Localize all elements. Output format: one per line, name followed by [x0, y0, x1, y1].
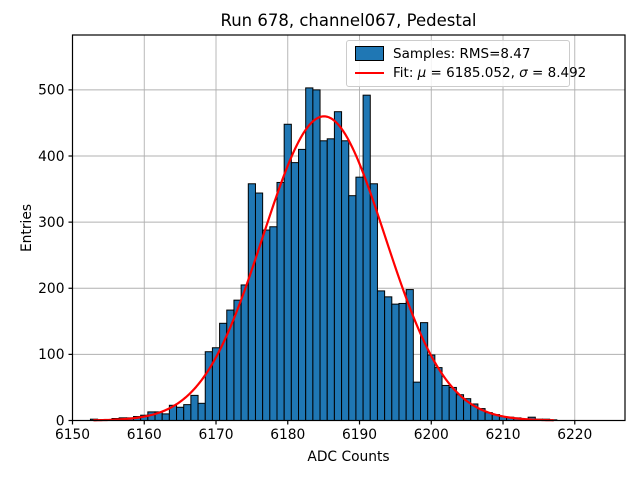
- histogram-bar: [197, 402, 206, 422]
- histogram-bar: [412, 381, 422, 422]
- legend-entry-samples: Samples: RMS=8.47: [355, 46, 561, 62]
- y-tick-label: 200: [38, 281, 64, 297]
- x-tick-label: 6180: [270, 427, 305, 443]
- y-tick-label: 300: [38, 215, 64, 231]
- y-tick-label: 0: [56, 413, 65, 429]
- histogram-bar: [204, 351, 213, 422]
- histogram-bar: [290, 162, 300, 421]
- legend-fit-mu-value: = 6185.052,: [426, 65, 520, 82]
- y-axis-label: Entries: [19, 203, 35, 253]
- legend-samples-handle: [355, 46, 384, 62]
- legend-fit-sigma-value: = 8.492: [527, 65, 587, 82]
- legend-fit-label: Fit: μ = 6185.052, σ = 8.492: [393, 65, 586, 81]
- x-axis-label: ADC Counts: [307, 449, 390, 465]
- histogram-bar: [269, 226, 278, 421]
- histogram-bar: [312, 89, 321, 421]
- histogram-bar: [247, 183, 256, 421]
- histogram-bar: [326, 138, 335, 421]
- histogram-bar: [161, 413, 170, 422]
- histogram-bar: [176, 406, 185, 421]
- x-tick-label: 6170: [198, 427, 233, 443]
- legend-entry-fit: Fit: μ = 6185.052, σ = 8.492: [355, 65, 586, 81]
- y-tick-label: 100: [38, 347, 64, 363]
- fit-curve: [92, 115, 555, 422]
- histogram-bar: [398, 302, 407, 421]
- mu-symbol: μ: [417, 65, 427, 82]
- legend-fit-handle: [355, 72, 384, 75]
- histogram-bar: [262, 229, 271, 421]
- histogram-bar: [441, 384, 450, 422]
- legend-fit-prefix: Fit:: [393, 65, 418, 82]
- histogram-bar: [391, 303, 400, 422]
- histogram-bar: [333, 111, 343, 422]
- histogram-bar: [362, 94, 371, 421]
- histogram-bar: [276, 181, 285, 421]
- histogram-bar: [355, 176, 364, 421]
- histogram-bar: [434, 367, 443, 421]
- histogram-bar: [240, 284, 249, 422]
- histogram-bar: [369, 183, 378, 421]
- sigma-symbol: σ: [519, 65, 528, 82]
- legend: Samples: RMS=8.47 Fit: μ = 6185.052, σ =…: [346, 40, 586, 87]
- x-tick-label: 6150: [55, 427, 90, 443]
- histogram-bar: [183, 404, 192, 422]
- histogram-bar: [319, 140, 328, 421]
- y-tick-label: 500: [38, 83, 64, 99]
- histogram-bar: [305, 87, 314, 421]
- axes-spines: [71, 34, 626, 422]
- histogram-bar: [348, 195, 357, 421]
- y-tick-label: 400: [38, 149, 64, 165]
- histogram-color-swatch: [355, 46, 384, 62]
- histogram-bar: [448, 386, 457, 422]
- histogram-bar: [427, 354, 436, 422]
- histogram-bar: [283, 123, 292, 421]
- x-tick-label: 6210: [485, 427, 520, 443]
- histogram-bar: [376, 290, 386, 421]
- histogram-bar: [254, 192, 264, 421]
- histogram-bar: [298, 148, 307, 421]
- fit-line-swatch: [355, 72, 384, 75]
- plot-title: Run 678, channel067, Pedestal: [220, 11, 477, 30]
- x-tick-label: 6160: [127, 427, 162, 443]
- x-tick-label: 6220: [557, 427, 592, 443]
- histogram-bar: [341, 140, 350, 421]
- histogram-bar: [190, 394, 199, 422]
- x-tick-label: 6190: [342, 427, 377, 443]
- x-tick-label: 6200: [414, 427, 449, 443]
- histogram-bar: [384, 296, 393, 421]
- legend-samples-label: Samples: RMS=8.47: [393, 45, 531, 62]
